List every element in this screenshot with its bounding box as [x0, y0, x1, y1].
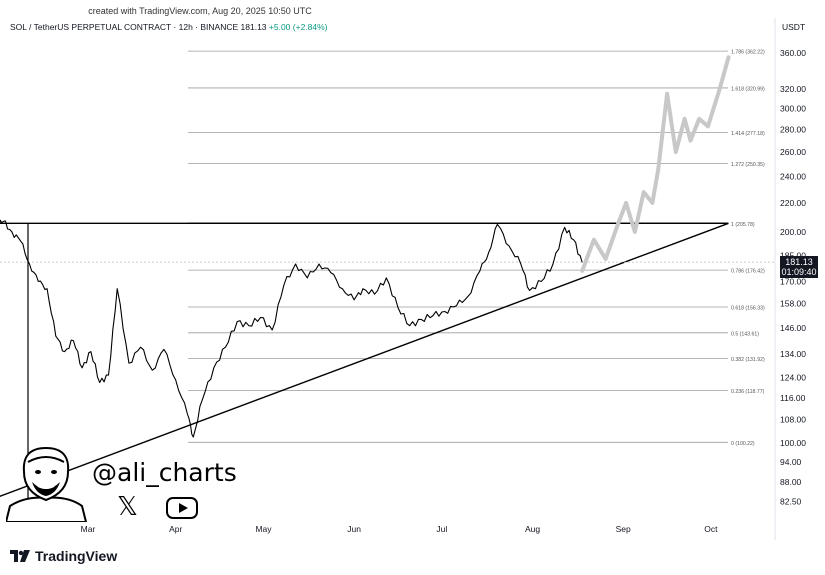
- x-logo-icon[interactable]: 𝕏: [117, 492, 138, 522]
- fib-level-label-8: 0.382 (131.92): [731, 357, 765, 363]
- y-tick-label-9: 170.00: [780, 276, 806, 286]
- y-tick-label-2: 300.00: [780, 104, 806, 114]
- x-tick-label-6: Sep: [616, 524, 631, 534]
- y-tick-label-0: 360.00: [780, 48, 806, 58]
- tradingview-logo[interactable]: TradingView: [10, 548, 117, 564]
- trendline-support: [0, 222, 729, 497]
- price-change: +5.00 (+2.84%): [268, 22, 328, 32]
- last-price: 181.13: [240, 22, 267, 32]
- author-handle: @ali_charts: [92, 458, 237, 487]
- fib-level-label-3: 1.272 (250.35): [731, 162, 765, 168]
- projection-path: [580, 55, 731, 273]
- y-tick-label-10: 158.00: [780, 299, 806, 309]
- y-tick-label-1: 320.00: [780, 84, 806, 94]
- youtube-icon[interactable]: [166, 497, 198, 519]
- y-tick-label-4: 260.00: [780, 147, 806, 157]
- fib-level-label-7: 0.5 (143.61): [731, 331, 759, 337]
- y-tick-label-3: 280.00: [780, 125, 806, 135]
- x-tick-label-2: May: [255, 524, 272, 534]
- created-note: created with TradingView.com, Aug 20, 20…: [88, 6, 312, 16]
- tradingview-mark-icon: [10, 550, 30, 562]
- current-price: 181.13: [785, 257, 813, 268]
- y-tick-label-17: 94.00: [780, 457, 802, 467]
- price-series-line: [0, 219, 583, 438]
- fib-level-label-1: 1.618 (320.99): [731, 86, 765, 92]
- currency-label: USDT: [782, 22, 805, 32]
- x-tick-label-7: Oct: [704, 524, 718, 534]
- x-tick-label-4: Jul: [436, 524, 447, 534]
- y-tick-label-14: 116.00: [780, 393, 806, 403]
- y-tick-label-15: 108.00: [780, 415, 806, 425]
- x-tick-label-1: Apr: [169, 524, 182, 534]
- y-tick-label-19: 82.50: [780, 497, 802, 507]
- fib-level-label-6: 0.618 (156.33): [731, 305, 765, 311]
- x-tick-label-0: Mar: [81, 524, 96, 534]
- y-tick-label-13: 124.00: [780, 373, 806, 383]
- fib-level-label-10: 0 (100.22): [731, 441, 755, 447]
- y-tick-label-5: 240.00: [780, 171, 806, 181]
- x-tick-label-5: Aug: [525, 524, 540, 534]
- y-tick-label-12: 134.00: [780, 349, 806, 359]
- tradingview-wordmark: TradingView: [35, 548, 118, 564]
- x-tick-label-3: Jun: [347, 524, 361, 534]
- bar-countdown: 01:09:40: [781, 267, 817, 278]
- current-price-label: 181.13 01:09:40: [780, 256, 818, 279]
- y-tick-label-11: 146.00: [780, 323, 806, 333]
- fib-level-label-5: 0.786 (176.42): [731, 269, 765, 275]
- y-tick-label-6: 220.00: [780, 198, 806, 208]
- fib-level-label-9: 0.236 (118.77): [731, 389, 765, 395]
- fib-level-label-2: 1.414 (277.18): [731, 131, 765, 137]
- avatar-illustration: [6, 446, 88, 522]
- fib-level-label-4: 1 (205.78): [731, 222, 755, 228]
- fib-level-label-0: 1.786 (362.22): [731, 50, 765, 56]
- symbol-line[interactable]: SOL / TetherUS PERPETUAL CONTRACT · 12h …: [10, 22, 328, 32]
- y-tick-label-7: 200.00: [780, 227, 806, 237]
- y-tick-label-8: 185.00: [780, 251, 806, 261]
- y-tick-label-18: 88.00: [780, 477, 802, 487]
- y-tick-label-16: 100.00: [780, 438, 806, 448]
- symbol-title: SOL / TetherUS PERPETUAL CONTRACT · 12h …: [10, 22, 239, 32]
